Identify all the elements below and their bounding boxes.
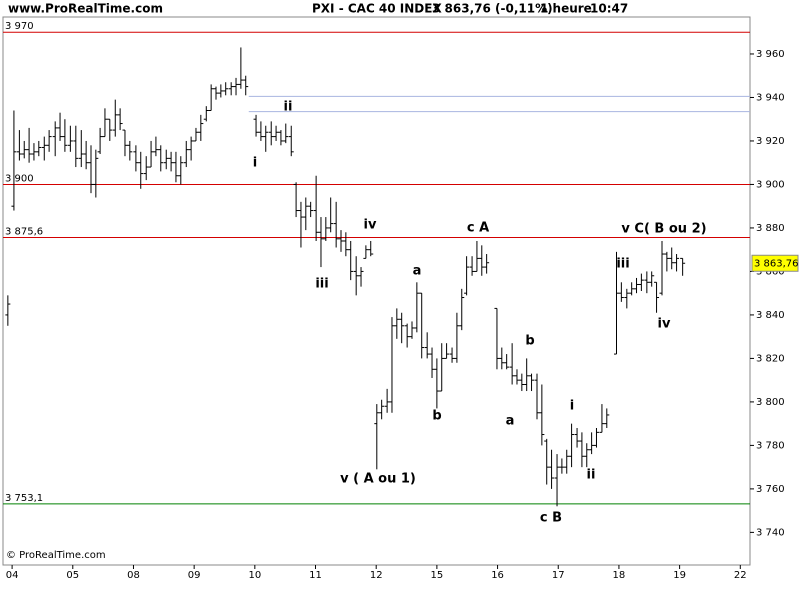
wave-label: v ( A ou 1) (340, 472, 416, 487)
y-tick-label: 3 740 (756, 527, 785, 538)
y-tick-label: 3 800 (756, 397, 785, 408)
y-tick-label: 3 940 (756, 92, 785, 103)
y-tick-label: 3 860 (756, 266, 785, 277)
source: www.ProRealTime.com (8, 2, 163, 16)
wave-label: iii (616, 257, 629, 272)
wave-label: iv (364, 218, 377, 233)
x-tick-label: 11 (309, 570, 322, 581)
y-tick-label: 3 920 (756, 136, 785, 147)
footer: © ProRealTime.com (6, 550, 106, 561)
y-tick-label: 3 880 (756, 223, 785, 234)
wave-label: b (525, 334, 534, 349)
wave-label: v C( B ou 2) (621, 222, 706, 237)
level-label: 3 970 (5, 21, 34, 32)
last-price-box (751, 254, 799, 272)
x-tick-label: 18 (613, 570, 626, 581)
wave-label: a (506, 414, 515, 429)
y-tick-label: 3 900 (756, 179, 785, 190)
level-label: 3 900 (5, 173, 34, 184)
x-tick-label: 16 (491, 570, 504, 581)
wave-label: iv (658, 317, 671, 332)
time: 10:47 (590, 2, 628, 16)
x-tick-label: 08 (127, 570, 140, 581)
wave-label: ii (284, 100, 293, 115)
wave-label: b (432, 409, 441, 424)
x-tick-label: 05 (66, 570, 79, 581)
y-tick-label: 3 780 (756, 440, 785, 451)
wave-label: a (413, 264, 422, 279)
x-tick-label: 19 (673, 570, 686, 581)
chart-title: PXI - CAC 40 INDEX (312, 2, 442, 16)
y-tick-label: 3 960 (756, 49, 785, 60)
y-tick-label: 3 820 (756, 353, 785, 364)
wave-label: c B (540, 511, 562, 526)
wave-label: c A (467, 221, 489, 236)
x-tick-label: 15 (431, 570, 444, 581)
x-tick-label: 17 (552, 570, 565, 581)
wave-label: i (253, 156, 257, 171)
x-tick-label: 09 (188, 570, 201, 581)
y-tick-label: 3 760 (756, 484, 785, 495)
last-price-label: 3 863,76 (754, 258, 799, 269)
y-tick-label: 3 840 (756, 310, 785, 321)
wave-label: ii (587, 468, 596, 483)
interval: 1 heure (540, 2, 592, 16)
wave-label: i (570, 399, 574, 414)
x-tick-label: 04 (6, 570, 19, 581)
x-tick-label: 22 (734, 570, 747, 581)
quote: 3 863,76 (-0,11%) (432, 2, 553, 16)
x-tick-label: 10 (248, 570, 261, 581)
wave-label: iii (315, 277, 328, 292)
level-label: 3 875,6 (5, 227, 43, 238)
level-label: 3 753,1 (5, 493, 43, 504)
x-tick-label: 12 (370, 570, 383, 581)
